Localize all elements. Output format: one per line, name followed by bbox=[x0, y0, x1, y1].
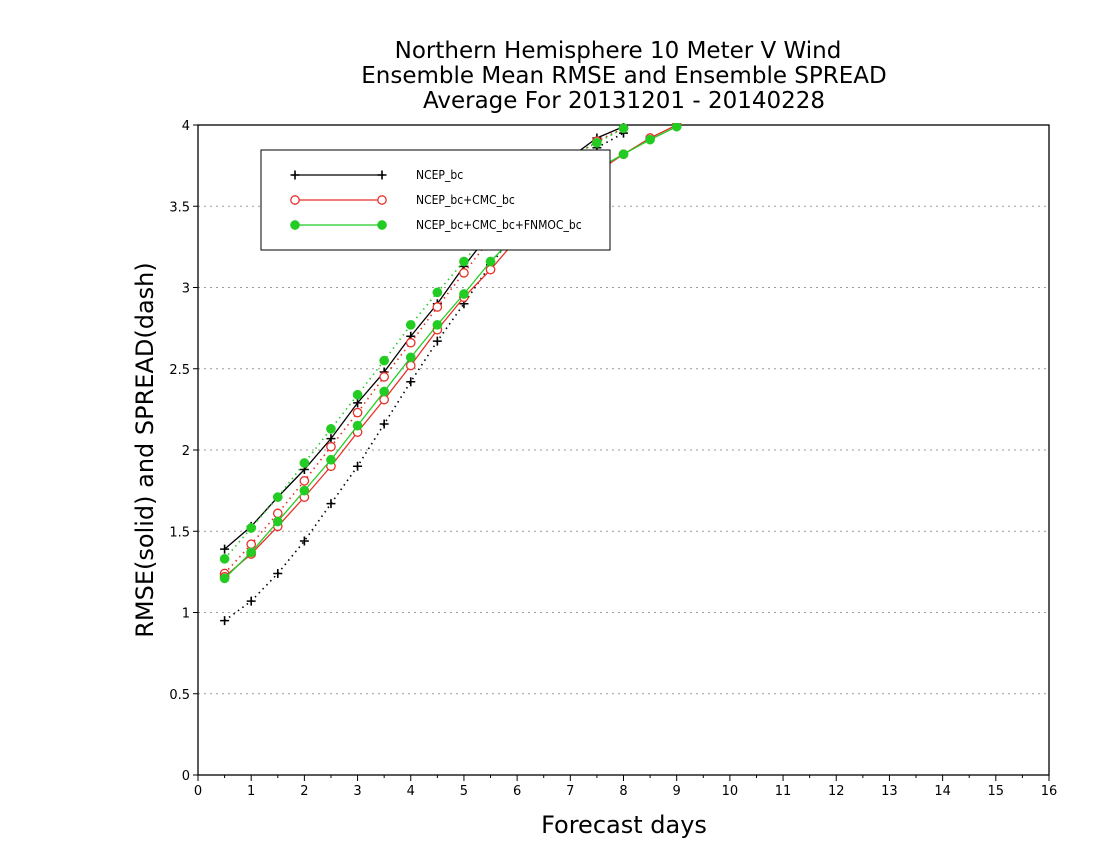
rmse-point bbox=[485, 264, 496, 275]
x-tick-label: 2 bbox=[300, 784, 308, 799]
spread-point bbox=[220, 616, 230, 626]
spread-point bbox=[246, 523, 257, 533]
spread-point bbox=[326, 499, 336, 509]
x-tick-label: 14 bbox=[934, 784, 951, 799]
x-tick-label: 3 bbox=[353, 784, 361, 799]
spread-point bbox=[246, 539, 257, 550]
spread-point bbox=[432, 302, 443, 312]
legend-entry: NCEP_bc bbox=[290, 168, 463, 182]
y-tick-label: 3.5 bbox=[169, 200, 190, 215]
legend-entry: NCEP_bc+CMC_bc bbox=[290, 193, 515, 207]
title-line-2: Ensemble Mean RMSE and Ensemble SPREAD bbox=[361, 63, 886, 89]
spread-point bbox=[299, 458, 310, 468]
spread-point bbox=[272, 508, 283, 519]
title-line-1: Northern Hemisphere 10 Meter V Wind bbox=[395, 38, 842, 64]
y-axis-label: RMSE(solid) and SPREAD(dash) bbox=[131, 262, 159, 638]
legend-marker bbox=[377, 195, 387, 205]
rmse-point bbox=[645, 134, 655, 145]
legend-label: NCEP_bc+CMC_bc+FNMOC_bc bbox=[416, 218, 582, 232]
rmse-point bbox=[405, 352, 416, 363]
spread-point bbox=[432, 336, 442, 346]
rmse-point bbox=[459, 289, 469, 299]
spread-line bbox=[223, 127, 624, 560]
legend-marker bbox=[377, 220, 387, 230]
legend-marker bbox=[290, 195, 300, 205]
x-tick-label: 12 bbox=[828, 784, 845, 799]
x-tick-label: 13 bbox=[881, 784, 898, 799]
y-tick-label: 3 bbox=[182, 282, 190, 297]
spread-point bbox=[379, 419, 389, 429]
x-tick-label: 6 bbox=[513, 784, 521, 799]
spread-point bbox=[272, 492, 283, 502]
spread-point bbox=[379, 372, 390, 382]
x-tick-label: 7 bbox=[566, 784, 574, 799]
x-tick-label: 16 bbox=[1041, 784, 1058, 799]
rmse-point bbox=[352, 420, 363, 431]
rmse-point bbox=[379, 394, 390, 405]
spread-point bbox=[379, 355, 390, 366]
rmse-point bbox=[485, 256, 496, 267]
rmse-point bbox=[432, 320, 443, 330]
rmse-point bbox=[299, 485, 310, 496]
rmse-point bbox=[246, 547, 257, 558]
spread-point bbox=[219, 554, 230, 564]
legend-marker bbox=[377, 170, 387, 180]
spread-point bbox=[326, 424, 336, 434]
x-tick-label: 1 bbox=[247, 784, 255, 799]
rmse-point bbox=[353, 398, 363, 408]
title-line-3: Average For 20131201 - 20140228 bbox=[423, 88, 825, 114]
spread-point bbox=[459, 268, 469, 278]
x-tick-label: 10 bbox=[722, 784, 739, 799]
legend-entry: NCEP_bc+CMC_bc+FNMOC_bc bbox=[290, 218, 582, 232]
y-tick-label: 0 bbox=[182, 769, 190, 784]
rmse-point bbox=[220, 544, 230, 554]
legend-marker bbox=[290, 220, 300, 230]
spread-point bbox=[246, 596, 256, 606]
x-tick-label: 8 bbox=[619, 784, 627, 799]
spread-point bbox=[432, 287, 443, 298]
rmse-point bbox=[272, 516, 283, 527]
axes: 00.511.522.533.540 1 2 3 4 5 6 7 8 9 10 11 12 13 14 15 1… bbox=[169, 119, 1057, 799]
spread-point bbox=[273, 569, 283, 578]
x-tick-label: 9 bbox=[673, 784, 681, 799]
legend-marker bbox=[290, 170, 300, 180]
rmse-point bbox=[405, 360, 416, 371]
x-tick-label: 0 bbox=[194, 784, 202, 799]
spread-point bbox=[406, 377, 416, 387]
rmse-point bbox=[618, 149, 629, 160]
y-tick-label: 1 bbox=[182, 607, 190, 622]
spread-point bbox=[352, 389, 363, 400]
chart-title: Northern Hemisphere 10 Meter V Wind Ense… bbox=[361, 38, 886, 114]
x-tick-label: 11 bbox=[775, 784, 792, 799]
spread-point bbox=[326, 441, 336, 452]
rmse-point bbox=[379, 386, 390, 397]
legend-label: NCEP_bc bbox=[416, 168, 463, 182]
spread-point bbox=[352, 407, 363, 418]
rmse-point bbox=[326, 434, 336, 444]
y-tick-label: 4 bbox=[182, 119, 190, 134]
y-tick-label: 0.5 bbox=[169, 688, 190, 703]
legend: NCEP_bc NCEP_bc+CMC_bc NCEP_bc+CMC_bc+FNMO… bbox=[260, 149, 611, 251]
spread-point bbox=[299, 476, 310, 486]
spread-point bbox=[299, 536, 309, 546]
x-tick-label: 4 bbox=[407, 784, 415, 799]
y-tick-label: 2 bbox=[182, 444, 190, 459]
y-tick-label: 2.5 bbox=[169, 363, 190, 378]
spread-point bbox=[618, 123, 629, 134]
spread-point bbox=[353, 461, 363, 471]
spread-point bbox=[405, 320, 416, 330]
x-tick-label: 5 bbox=[460, 784, 468, 799]
x-axis-label: Forecast days bbox=[541, 811, 707, 839]
y-tick-label: 1.5 bbox=[169, 525, 190, 540]
spread-point bbox=[405, 337, 416, 348]
spread-point bbox=[592, 138, 602, 148]
rmse-point bbox=[326, 454, 336, 465]
spread-point bbox=[459, 256, 469, 267]
x-tick-label: 15 bbox=[988, 784, 1005, 799]
rmse-point bbox=[219, 573, 230, 584]
rmse-point bbox=[671, 123, 682, 132]
legend-label: NCEP_bc+CMC_bc bbox=[416, 193, 515, 207]
